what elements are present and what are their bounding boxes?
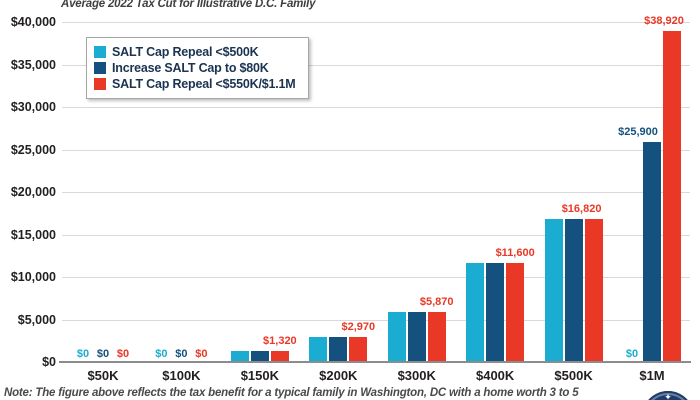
- legend-label-series3: SALT Cap Repeal <$550K/$1.1M: [112, 77, 296, 91]
- legend-label-series1: SALT Cap Repeal <$500K: [112, 45, 259, 59]
- value-label: $0: [625, 348, 639, 360]
- gridline: [62, 277, 690, 278]
- bar: [349, 336, 368, 362]
- bar: [407, 312, 426, 362]
- y-axis-label: $0: [42, 355, 56, 369]
- value-label: $1,320: [263, 334, 297, 347]
- footnote: Note: The figure above reflects the tax …: [4, 387, 579, 399]
- value-label: $11,600: [495, 247, 535, 260]
- x-axis-label: $200K: [319, 368, 358, 383]
- gridline: [62, 149, 690, 151]
- gridline: [62, 192, 690, 193]
- legend-item-series1: SALT Cap Repeal <$500K: [94, 45, 300, 59]
- bar: [643, 141, 661, 362]
- bar: [584, 219, 603, 362]
- value-label: $0: [175, 348, 188, 360]
- legend-swatch-navy: [94, 62, 106, 74]
- crfb-logo: ✦: [642, 391, 694, 400]
- gridline: [62, 234, 690, 236]
- y-axis-label: $30,000: [10, 100, 56, 114]
- gridline: [62, 107, 690, 108]
- y-axis-label: $10,000: [10, 270, 56, 284]
- bar: [466, 263, 485, 362]
- y-axis-label: $20,000: [10, 185, 56, 199]
- bar: [427, 312, 446, 362]
- bar: [387, 312, 406, 362]
- value-label: $38,920: [644, 15, 684, 28]
- legend: SALT Cap Repeal <$500K Increase SALT Cap…: [86, 37, 309, 99]
- value-label: $5,870: [419, 296, 454, 309]
- gridline: [62, 64, 690, 66]
- bar: [663, 31, 681, 362]
- value-label: $2,970: [341, 320, 376, 333]
- x-axis-label: $100K: [162, 368, 201, 383]
- x-axis-line: [59, 361, 691, 363]
- y-axis-label: $40,000: [10, 15, 56, 29]
- star-icon: ✦: [664, 392, 672, 400]
- x-axis-label: $1M: [639, 368, 665, 383]
- legend-label-series2: Increase SALT Cap to $80K: [112, 61, 269, 75]
- bar: [506, 263, 525, 362]
- value-label: $0: [195, 348, 208, 360]
- x-axis-label: $300K: [397, 368, 436, 383]
- bar: [544, 219, 563, 362]
- chart-title: Average 2022 Tax Cut for Illustrative D.…: [61, 0, 316, 10]
- x-axis-label: $150K: [240, 368, 280, 383]
- x-axis-label: $500K: [554, 368, 593, 383]
- gridline: [62, 319, 690, 321]
- bar: [486, 263, 505, 362]
- legend-swatch-cyan: [94, 46, 106, 58]
- bar: [270, 350, 289, 362]
- bar: [329, 336, 348, 362]
- bar: [309, 336, 328, 362]
- value-label: $25,900: [618, 125, 658, 138]
- legend-item-series2: Increase SALT Cap to $80K: [94, 61, 300, 75]
- gridline: [62, 22, 690, 23]
- y-axis-label: $25,000: [10, 142, 56, 157]
- value-label: $0: [155, 348, 168, 360]
- bar: [230, 350, 249, 362]
- value-label: $16,820: [561, 203, 602, 216]
- bar: [564, 219, 583, 362]
- y-axis-label: $5,000: [17, 312, 56, 327]
- bar: [250, 350, 269, 362]
- value-label: $0: [76, 348, 90, 360]
- value-label: $0: [116, 348, 130, 360]
- y-axis-label: $15,000: [10, 227, 56, 242]
- legend-swatch-red: [94, 78, 106, 90]
- y-axis-label: $35,000: [10, 57, 56, 72]
- x-axis-label: $50K: [87, 368, 119, 383]
- value-label: $0: [96, 348, 110, 360]
- legend-item-series3: SALT Cap Repeal <$550K/$1.1M: [94, 77, 300, 91]
- x-axis-label: $400K: [475, 368, 515, 383]
